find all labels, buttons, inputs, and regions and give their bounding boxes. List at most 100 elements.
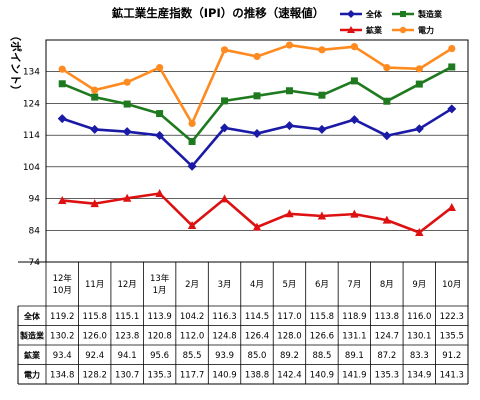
data-label-0-12: 122.3	[440, 312, 464, 322]
data-label-3-1: 128.2	[83, 370, 107, 380]
data-label-1-12: 135.5	[440, 331, 464, 341]
point-1-0	[58, 80, 66, 88]
point-3-12	[448, 44, 456, 53]
x-tick-label-10: 8月	[380, 280, 394, 290]
x-tick-label-11: 9月	[412, 280, 426, 290]
point-3-10	[383, 63, 391, 72]
data-label-1-7: 128.0	[277, 331, 301, 341]
data-label-3-7: 142.4	[277, 370, 301, 380]
point-1-6	[253, 92, 261, 100]
data-label-0-4: 104.2	[180, 312, 204, 322]
data-label-0-3: 113.9	[147, 312, 171, 322]
point-2-7	[285, 209, 294, 218]
legend-marker-2	[347, 26, 355, 33]
legend-label-2: 鉱業	[366, 25, 383, 35]
data-label-3-3: 135.3	[147, 370, 171, 380]
point-0-10	[382, 131, 392, 141]
data-label-1-11: 130.1	[407, 331, 431, 341]
point-2-0	[58, 195, 67, 204]
data-label-1-10: 124.7	[375, 331, 399, 341]
point-0-12	[447, 104, 457, 114]
point-1-2	[123, 100, 131, 108]
y-tick-labels: 74 84 94 104 114 124 134	[23, 68, 40, 268]
point-3-0	[58, 65, 66, 73]
point-0-0	[57, 114, 67, 124]
legend-marker-0	[347, 10, 355, 18]
legend-label-1: 製造業	[417, 9, 443, 19]
point-0-1	[90, 124, 100, 134]
point-2-2	[122, 193, 132, 202]
data-label-0-5: 116.3	[212, 312, 236, 322]
x-tick-label-8: 6月	[315, 280, 329, 290]
point-0-9	[349, 115, 359, 125]
point-3-11	[415, 65, 423, 73]
table-row-label-0: 全体	[23, 311, 41, 321]
x-tick-label-0: 12年 10月	[53, 273, 73, 296]
y-tick-label-1: 84	[29, 226, 41, 236]
data-label-3-8: 140.9	[310, 370, 334, 380]
data-label-0-0: 119.2	[50, 312, 74, 322]
y-axis-title: （ポイント）	[9, 30, 23, 96]
point-0-7	[284, 121, 294, 131]
data-label-2-1: 92.4	[85, 351, 104, 361]
y-tick-label-2: 94	[29, 195, 41, 205]
point-1-10	[383, 97, 391, 105]
data-label-2-10: 87.2	[377, 351, 396, 361]
data-label-0-8: 115.8	[310, 312, 334, 322]
data-label-1-5: 124.8	[212, 331, 236, 341]
data-label-3-0: 134.8	[50, 370, 74, 380]
point-3-3	[156, 63, 164, 72]
point-1-12	[448, 63, 456, 71]
data-label-2-2: 94.1	[118, 351, 137, 361]
data-label-2-4: 85.5	[183, 351, 202, 361]
point-2-3	[155, 188, 164, 197]
data-label-0-6: 114.5	[245, 312, 269, 322]
point-3-6	[253, 52, 261, 61]
point-2-11	[415, 228, 424, 237]
x-tick-label-1: 11月	[85, 280, 104, 290]
point-1-5	[221, 97, 229, 105]
legend-marker-1	[400, 11, 406, 17]
x-tick-label-2: 12月	[117, 280, 136, 290]
point-1-11	[415, 80, 423, 88]
chart-title: 鉱工業生産指数（IPI）の推移（速報値）	[112, 6, 324, 20]
data-label-2-0: 93.4	[53, 351, 72, 361]
point-1-1	[91, 93, 99, 101]
point-0-2	[122, 127, 132, 137]
point-1-7	[285, 87, 293, 95]
point-3-9	[350, 43, 358, 51]
point-1-3	[156, 110, 164, 118]
x-tick-label-7: 5月	[283, 280, 297, 290]
point-1-9	[350, 77, 358, 85]
point-2-8	[317, 211, 327, 220]
y-tick-label-4: 114	[23, 131, 40, 141]
point-0-4	[187, 161, 197, 171]
point-2-9	[350, 209, 359, 218]
table-row-label-3: 電力	[24, 369, 40, 379]
data-label-1-8: 126.6	[310, 331, 334, 341]
data-label-2-9: 89.1	[345, 351, 364, 361]
x-tick-label-3: 13年 1月	[150, 273, 170, 296]
point-3-1	[91, 86, 99, 94]
data-label-1-6: 126.4	[245, 331, 269, 341]
point-1-8	[318, 91, 326, 99]
legend-label-0: 全体	[365, 9, 383, 19]
data-label-3-11: 134.9	[407, 370, 431, 380]
data-label-2-11: 83.3	[410, 351, 429, 361]
data-label-2-12: 91.2	[442, 351, 461, 361]
data-label-2-3: 95.6	[150, 351, 169, 361]
point-3-5	[220, 46, 229, 54]
data-label-0-11: 116.0	[407, 312, 431, 322]
point-2-5	[220, 194, 229, 203]
point-2-1	[90, 199, 99, 208]
x-tick-label-5: 3月	[218, 280, 232, 290]
data-label-3-6: 138.8	[245, 370, 269, 380]
point-2-10	[382, 215, 392, 224]
y-tick-label-3: 104	[23, 163, 40, 173]
data-label-3-5: 140.9	[212, 370, 236, 380]
data-label-1-2: 123.8	[115, 331, 139, 341]
y-tick-label-5: 124	[23, 99, 40, 109]
